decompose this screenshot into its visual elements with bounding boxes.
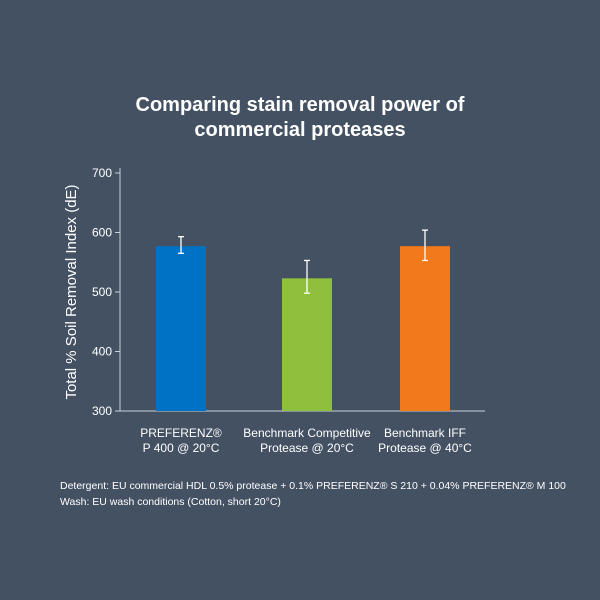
chart-title-line-2: commercial proteases xyxy=(194,119,406,141)
y-tick-label: 700 xyxy=(92,166,112,180)
y-tick-label: 500 xyxy=(92,285,112,299)
chart-title: Comparing stain removal power of commerc… xyxy=(0,93,600,143)
y-tick-label: 600 xyxy=(92,226,112,240)
x-category-label: P 400 @ 20°C xyxy=(143,441,220,455)
y-tick-label: 400 xyxy=(92,345,112,359)
bar xyxy=(282,278,332,411)
footnote-wash: Wash: EU wash conditions (Cotton, short … xyxy=(60,496,281,508)
x-category-label: PREFERENZ® xyxy=(140,426,222,440)
x-category-label: Protease @ 40°C xyxy=(378,441,472,455)
x-category-label: Benchmark IFF xyxy=(384,426,466,440)
bar xyxy=(400,246,450,411)
footnote-detergent: Detergent: EU commercial HDL 0.5% protea… xyxy=(60,480,566,492)
x-category-label: Protease @ 20°C xyxy=(260,441,354,455)
bar xyxy=(156,246,206,411)
x-category-label: Benchmark Competitive xyxy=(243,426,371,440)
footnote: Detergent: EU commercial HDL 0.5% protea… xyxy=(60,478,566,510)
chart-title-line-1: Comparing stain removal power of xyxy=(135,94,465,116)
y-axis-title: Total % Soil Removal Index (dE) xyxy=(63,184,80,399)
y-tick-label: 300 xyxy=(92,404,112,418)
